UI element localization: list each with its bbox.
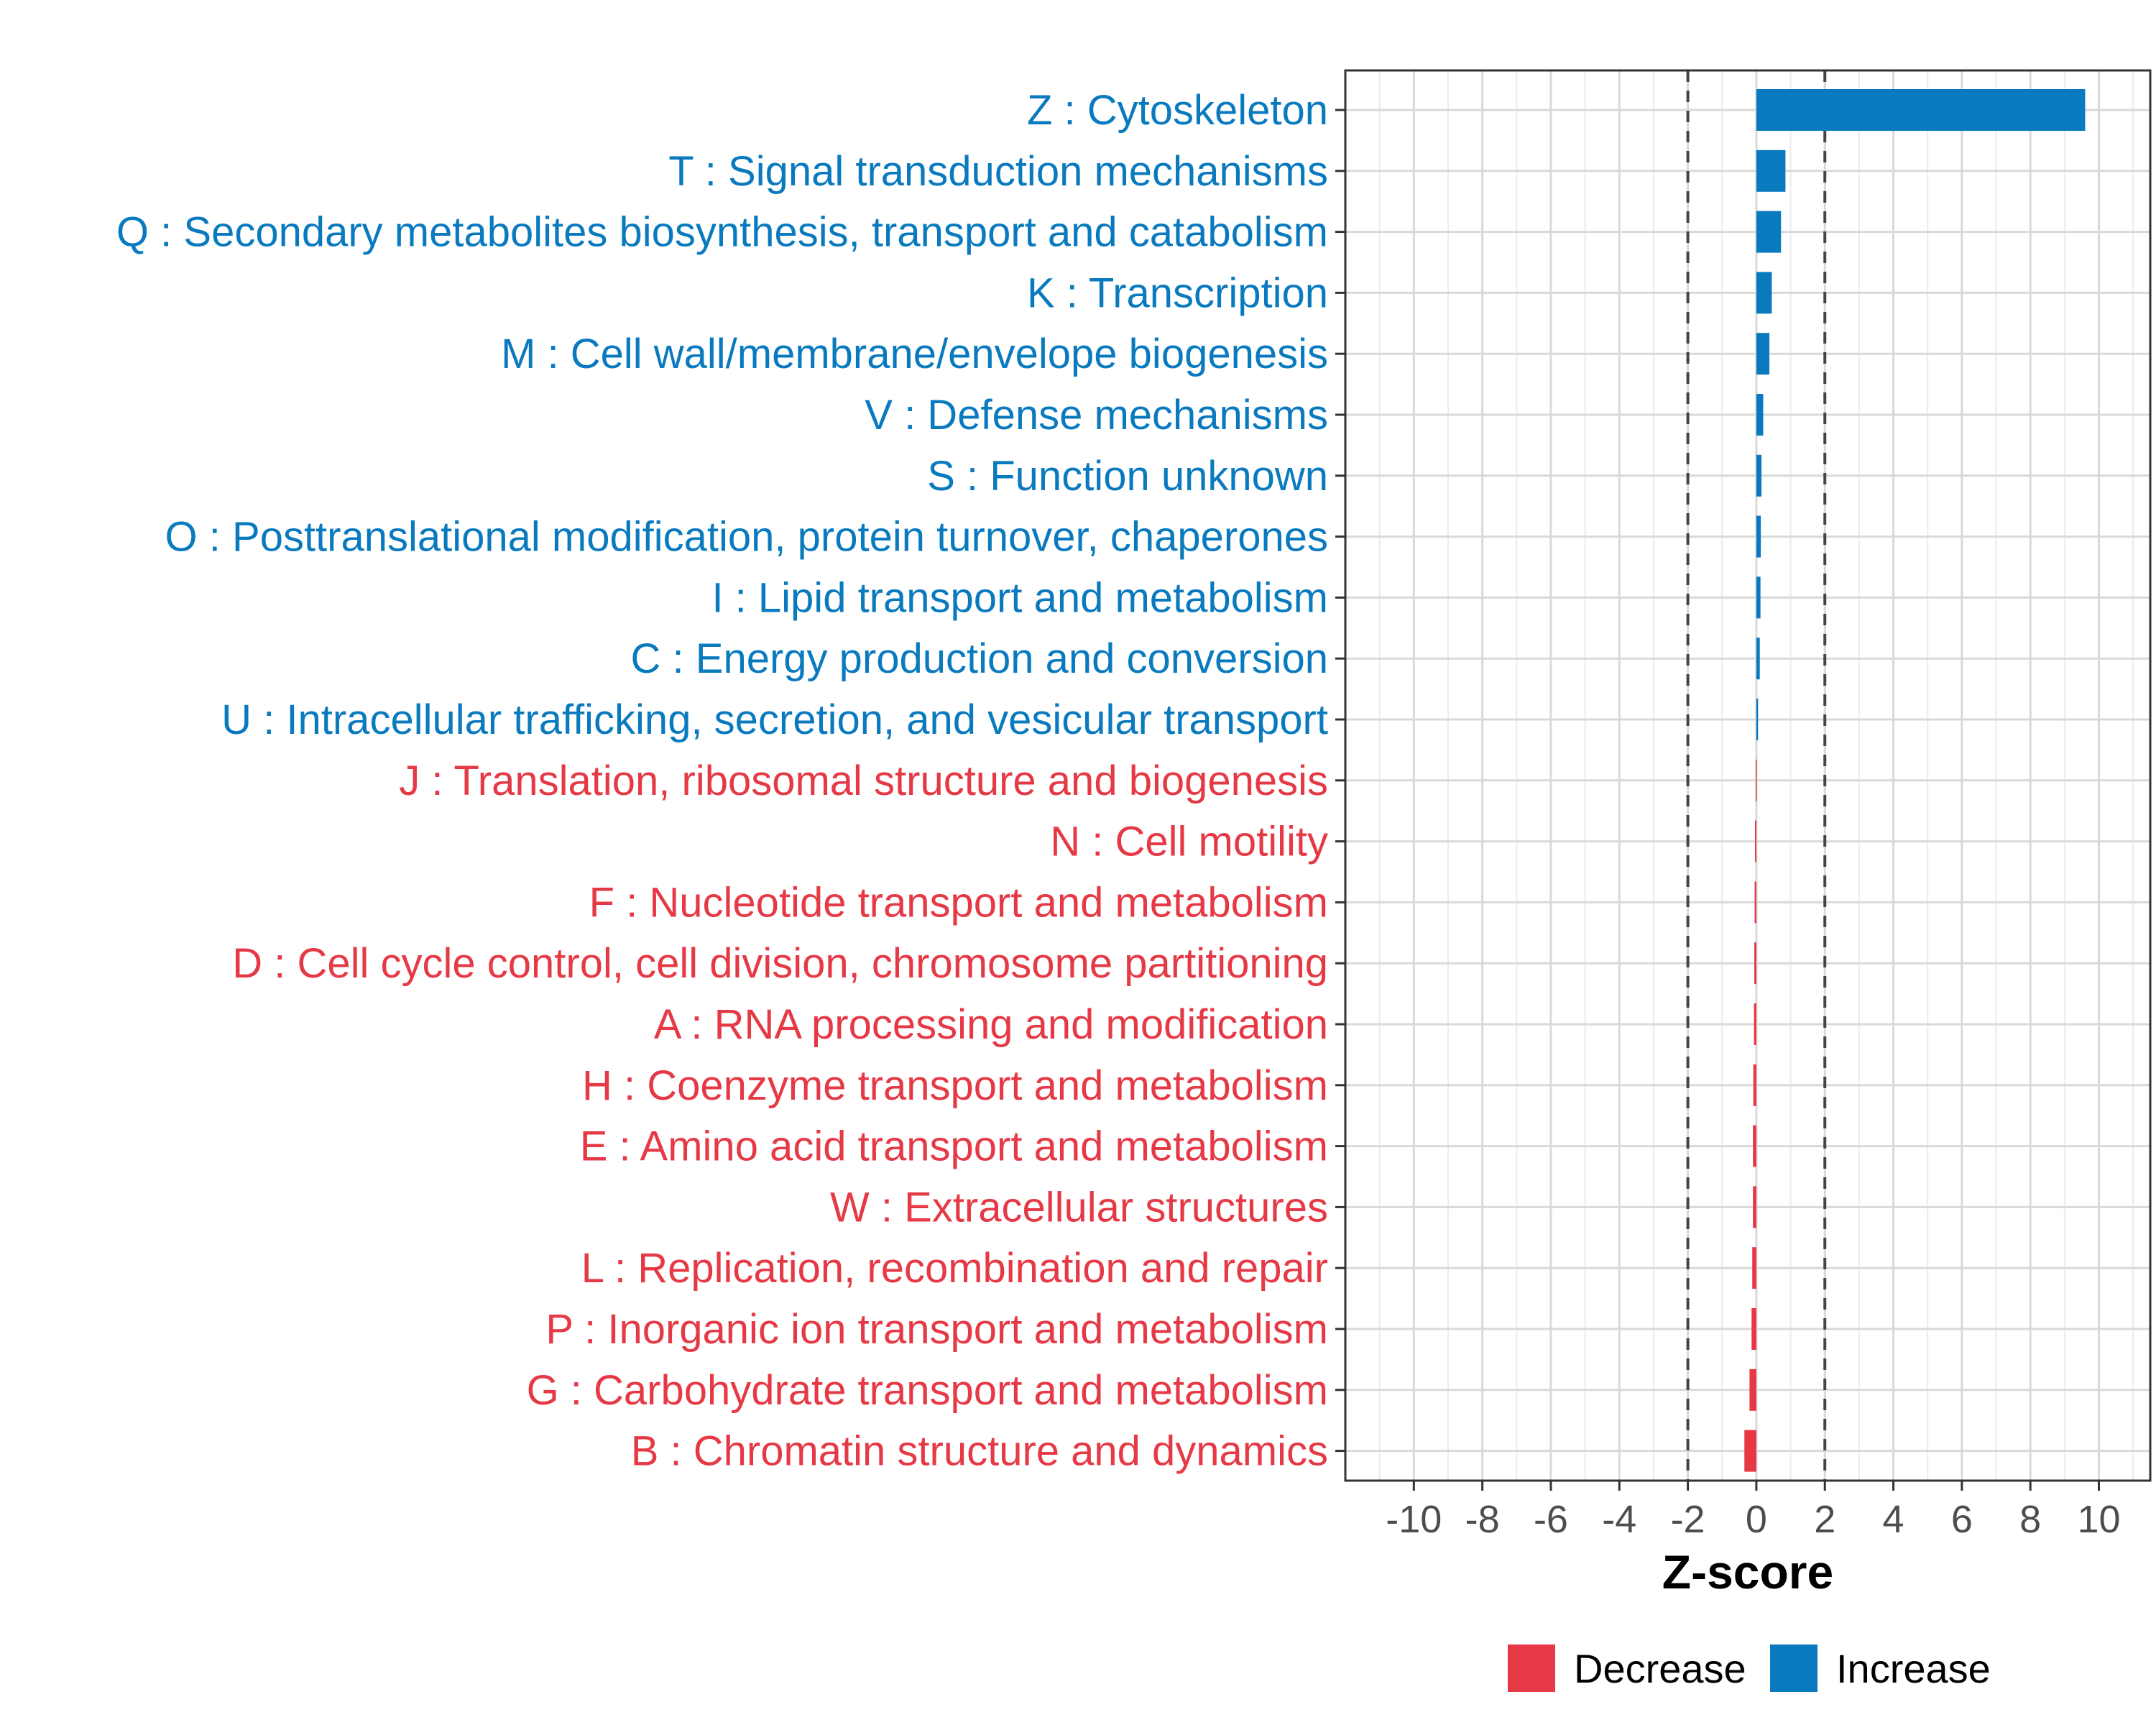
bar <box>1749 1368 1756 1411</box>
bar <box>1744 1430 1756 1472</box>
grid <box>1345 70 2150 1481</box>
bar <box>1756 211 1782 253</box>
bar <box>1755 759 1757 801</box>
bar <box>1756 150 1786 192</box>
x-axis-title: Z-score <box>1662 1545 1833 1598</box>
category-label: O : Posttranslational modification, prot… <box>165 514 1328 561</box>
category-label: W : Extracellular structures <box>830 1184 1328 1230</box>
x-tick-label: 0 <box>1746 1498 1767 1541</box>
x-tick-label: -6 <box>1534 1498 1568 1541</box>
x-tick-label: 10 <box>2077 1498 2120 1541</box>
bar <box>1753 1125 1756 1167</box>
x-tick-label: 8 <box>2019 1498 2041 1541</box>
bar <box>1752 1247 1756 1289</box>
category-label: L : Replication, recombination and repai… <box>581 1245 1328 1292</box>
legend-label-increase: Increase <box>1836 1646 1991 1691</box>
x-tick-label: 4 <box>1883 1498 1904 1541</box>
bar <box>1756 272 1772 314</box>
category-label: K : Transcription <box>1027 270 1328 316</box>
category-label: H : Coenzyme transport and metabolism <box>582 1062 1328 1109</box>
category-label: J : Translation, ribosomal structure and… <box>399 758 1328 804</box>
category-label: B : Chromatin structure and dynamics <box>631 1428 1328 1475</box>
legend-swatch-increase <box>1770 1644 1818 1692</box>
category-label: Z : Cytoskeleton <box>1027 87 1328 134</box>
category-label: G : Carbohydrate transport and metabolis… <box>527 1367 1328 1414</box>
legend: Decrease Increase <box>1508 1644 1991 1692</box>
bar <box>1756 576 1761 619</box>
x-tick-label: 6 <box>1951 1498 1973 1541</box>
panel-border <box>1344 69 2152 1482</box>
category-label: D : Cell cycle control, cell division, c… <box>232 940 1328 987</box>
category-label: C : Energy production and conversion <box>631 635 1328 682</box>
bar <box>1753 1064 1756 1106</box>
bar <box>1756 515 1761 558</box>
bar <box>1756 454 1762 497</box>
bars <box>1744 89 2086 1472</box>
bar <box>1753 1186 1756 1228</box>
bar <box>1756 89 2086 131</box>
x-tick-label: -2 <box>1671 1498 1705 1541</box>
legend-swatch-decrease <box>1508 1644 1555 1692</box>
bar <box>1754 881 1756 924</box>
y-axis: Z : Cytoskeleton T : Signal transduction … <box>116 87 1345 1475</box>
category-label: I : Lipid transport and metabolism <box>711 574 1328 621</box>
category-label: V : Defense mechanisms <box>865 392 1328 438</box>
x-axis: -10 -8 -6 -4 -2 0 2 4 6 8 10 <box>1386 1481 2121 1541</box>
bar <box>1754 1003 1756 1045</box>
bar <box>1756 699 1759 740</box>
bar <box>1756 333 1770 375</box>
category-label: M : Cell wall/membrane/envelope biogenes… <box>501 331 1328 377</box>
bar <box>1756 394 1764 436</box>
category-label: N : Cell motility <box>1050 819 1328 865</box>
bar <box>1751 1308 1756 1350</box>
reference-lines <box>1686 70 1827 1481</box>
category-label: T : Signal transduction mechanisms <box>668 148 1328 195</box>
x-tick-label: -4 <box>1602 1498 1636 1541</box>
category-label: A : RNA processing and modification <box>654 1001 1328 1048</box>
x-tick-label: -10 <box>1386 1498 1442 1541</box>
category-label: Q : Secondary metabolites biosynthesis, … <box>116 209 1328 256</box>
category-label: F : Nucleotide transport and metabolism <box>589 879 1328 926</box>
category-label: E : Amino acid transport and metabolism <box>580 1123 1328 1170</box>
category-label: P : Inorganic ion transport and metaboli… <box>545 1306 1328 1353</box>
category-label: S : Function unknown <box>927 453 1328 500</box>
x-tick-label: 2 <box>1814 1498 1835 1541</box>
bar <box>1755 820 1756 862</box>
bar <box>1754 942 1756 985</box>
x-tick-label: -8 <box>1465 1498 1500 1541</box>
category-label: U : Intracellular trafficking, secretion… <box>221 696 1328 743</box>
bar <box>1756 638 1760 680</box>
legend-label-decrease: Decrease <box>1574 1646 1746 1691</box>
